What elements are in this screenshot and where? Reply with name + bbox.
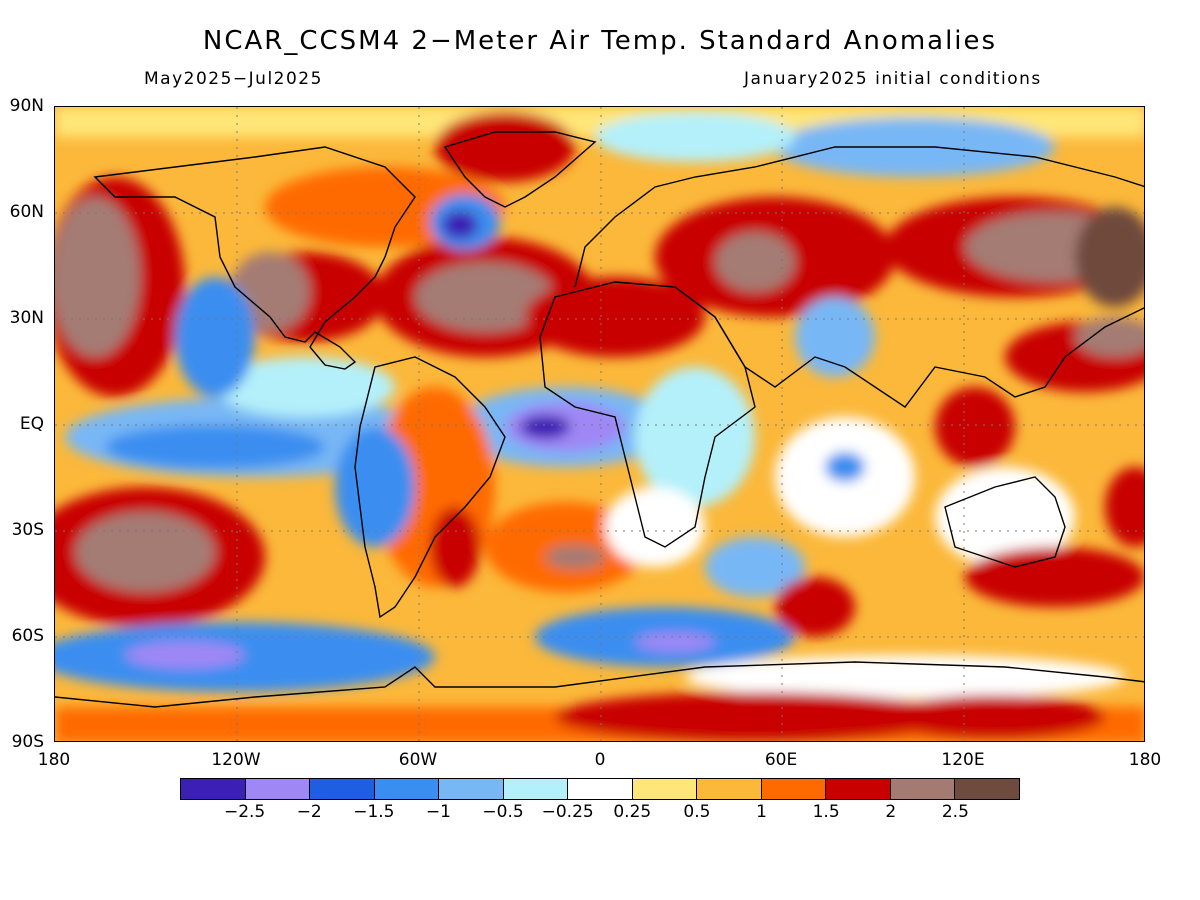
chart-title: NCAR_CCSM4 2−Meter Air Temp. Standard An… [202,26,998,56]
colorbar-segment [826,779,891,799]
initial-conditions: January2025 initial conditions [744,69,1042,89]
colorbar-tick-label: 2.5 [941,802,969,822]
lon-label-120w: 120W [211,750,261,770]
lon-label-180e: 180 [1128,750,1162,770]
colorbar-segment [245,779,311,799]
lat-label-eq: EQ [19,414,44,434]
colorbar [180,778,1020,800]
graticule [55,107,1144,741]
colorbar-tick-label: 1.5 [812,802,840,822]
colorbar-segment [310,779,375,799]
colorbar-tick-label: 0.5 [683,802,711,822]
colorbar-segment [439,779,504,799]
colorbar-tick-label: −1.5 [353,802,395,822]
colorbar-tick-label: −2.5 [223,802,266,822]
colorbar-segment [955,779,1019,799]
lat-label-30s: 30S [11,520,44,540]
colorbar-segment [761,779,827,799]
colorbar-segment [568,779,633,799]
colorbar-tick-label: 0.25 [613,802,652,822]
lon-label-120e: 120E [941,750,985,770]
lat-label-60n: 60N [9,202,44,222]
anomaly-map [54,106,1145,742]
lat-label-90s: 90S [11,732,44,752]
lon-label-60e: 60E [764,750,798,770]
colorbar-segment [503,779,569,799]
colorbar-tick-label: −1 [425,802,451,822]
colorbar-tick-label: −0.5 [482,802,524,822]
lat-label-60s: 60S [11,626,44,646]
lat-label-90n: 90N [9,96,44,116]
lon-label-60w: 60W [398,750,438,770]
lon-label-180w: 180 [37,750,71,770]
colorbar-segment [697,779,762,799]
lon-label-0: 0 [594,750,606,770]
colorbar-tick-label: 1 [756,802,767,822]
colorbar-tick-label: −0.25 [541,802,594,822]
lat-label-30n: 30N [9,308,44,328]
colorbar-segment [890,779,956,799]
colorbar-tick-label: −2 [296,802,322,822]
anomaly-field [55,107,1144,741]
coastlines [55,131,1144,708]
colorbar-tick-label: 2 [885,802,897,822]
colorbar-segment [181,779,246,799]
forecast-period: May2025−Jul2025 [144,69,323,89]
colorbar-segment [632,779,698,799]
colorbar-segment [374,779,440,799]
